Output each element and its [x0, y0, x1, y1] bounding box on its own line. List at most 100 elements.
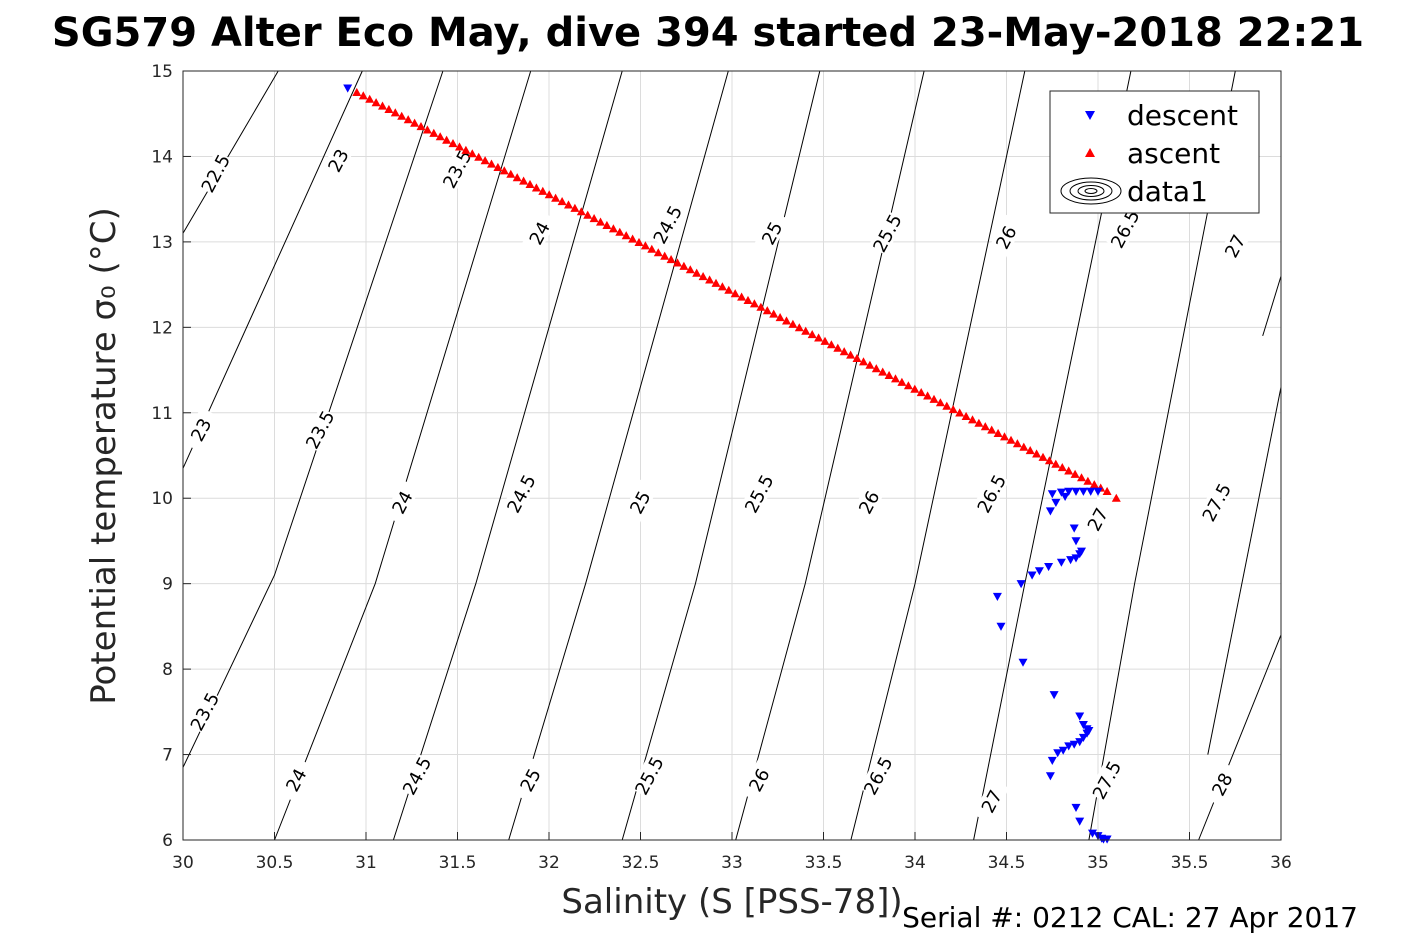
ascent-point [1083, 476, 1093, 485]
legend-descent-label: descent [1127, 99, 1238, 132]
ascent-point [557, 197, 567, 206]
isopycnal-label-bg [648, 201, 686, 247]
ascent-point [666, 255, 676, 264]
ascent-point [1111, 493, 1121, 502]
descent-point [1077, 547, 1086, 556]
ascent-point [923, 391, 933, 400]
x-axis-ticks: 30 30.5 31 31.5 32 32.5 33 33.5 34 34.5 35 35.5 36 [172, 832, 1292, 873]
ascent-point [653, 248, 663, 257]
ascent-point [782, 316, 791, 325]
ascent-point [743, 295, 753, 304]
ascent-point [814, 333, 824, 342]
isopycnal-label-bg [753, 210, 790, 256]
descent-point [1058, 746, 1068, 755]
descent-point [1051, 498, 1061, 507]
ascent-point [544, 190, 554, 199]
isopycnal-label-bg [630, 753, 667, 798]
ascent-point [737, 292, 747, 301]
isopycnal-line [274, 70, 532, 841]
ascent-point [467, 149, 477, 158]
x-tick-label: 35.5 [1171, 853, 1209, 873]
ascent-point [570, 203, 580, 212]
descent-point [1071, 803, 1081, 812]
ascent-point [948, 405, 958, 414]
ascent-point [916, 388, 926, 397]
descent-point [1069, 524, 1079, 533]
descent-point [1075, 712, 1085, 721]
ascent-point [833, 343, 843, 352]
ascent-point [608, 224, 618, 233]
ascent-point [564, 200, 573, 209]
ascent-point [551, 193, 561, 202]
isopycnal-line [850, 70, 1026, 841]
ascent-point [1077, 473, 1086, 482]
ascent-point [826, 340, 836, 349]
descent-point [1078, 721, 1088, 730]
ascent-point [1102, 486, 1112, 495]
isopycnal-label-bg [1106, 206, 1143, 251]
isopycnal-label-bg [972, 778, 1010, 824]
legend-data1-label: data1 [1127, 175, 1208, 208]
y-tick-label: 15 [151, 62, 173, 82]
isopycnal-label-bg [859, 753, 896, 798]
ascent-point [961, 411, 971, 420]
descent-point [1086, 487, 1096, 496]
ascent-point [929, 394, 939, 403]
descent-point [1016, 580, 1026, 589]
isopycnal-label: 24 [520, 210, 558, 256]
ascent-point [538, 186, 548, 195]
ascent-point [1064, 466, 1074, 475]
descent-point [1071, 487, 1081, 496]
isopycnal-line [182, 70, 363, 469]
legend-ascent-marker [1085, 148, 1095, 157]
ascent-point [493, 162, 503, 171]
descent-point [1078, 733, 1088, 742]
descent-series [343, 84, 1112, 844]
ascent-point [442, 135, 452, 144]
y-tick-label: 11 [151, 404, 173, 424]
ascent-point [589, 214, 599, 223]
isopycnal-line [508, 70, 729, 841]
ascent-point [993, 428, 1003, 437]
isopycnal-label-bg [1078, 496, 1116, 542]
isopycnal-label-bg [301, 407, 338, 452]
descent-point [1075, 738, 1085, 747]
descent-point [1047, 756, 1057, 765]
ascent-point [942, 401, 952, 410]
isopycnal-label-bg [1216, 223, 1253, 269]
ascent-point [647, 244, 657, 253]
ascent-point [987, 425, 997, 434]
serial-cal-text: Serial #: 0212 CAL: 27 Apr 2017 [902, 901, 1358, 934]
ascent-point [1051, 459, 1061, 468]
ascent-point [679, 261, 689, 270]
isopycnal-label-bg [196, 150, 234, 196]
descent-point [992, 592, 1002, 601]
descent-point [1047, 490, 1057, 499]
ascent-point [628, 234, 638, 243]
isopycnal-label-bg [277, 757, 314, 803]
isopycnal-label-bg [740, 757, 777, 803]
isopycnal-label: 27 [972, 778, 1010, 824]
x-tick-label: 30 [172, 853, 194, 873]
ascent-point [762, 306, 772, 315]
isopycnal-label-bg [972, 471, 1010, 516]
isopycnal-label-bg [182, 407, 219, 452]
descent-point [1027, 571, 1037, 580]
descent-point [1064, 487, 1074, 496]
ascent-point [519, 176, 529, 185]
ascent-point [435, 132, 445, 141]
ascent-point [634, 237, 644, 246]
ascent-point [685, 265, 695, 274]
ascent-point [1038, 452, 1048, 461]
ascent-point [378, 101, 387, 110]
descent-point [1056, 488, 1066, 497]
ascent-point [711, 278, 721, 287]
descent-point [1093, 487, 1103, 496]
descent-point [996, 622, 1006, 631]
y-tick-label: 6 [162, 831, 173, 851]
y-axis-label: Potential temperature σ₀ (°C) [84, 207, 124, 705]
isopycnal-label-bg [621, 479, 658, 525]
ascent-point [910, 384, 920, 393]
ascent-point [1032, 449, 1042, 458]
